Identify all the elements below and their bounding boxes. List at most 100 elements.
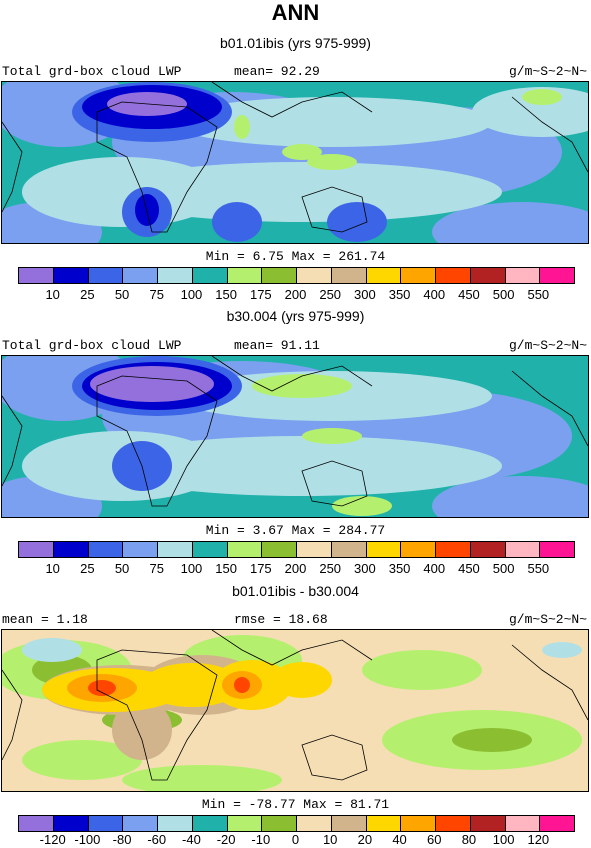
contour-region [522, 89, 562, 105]
panel3-colorbar-ticks: -120 -100 -80 -60 -40 -20 -10 0 10 20 40 60 80 100 120 [18, 832, 573, 848]
panel1-header: Total grd-box cloud LWP mean= 92.29 g/m~… [0, 64, 591, 80]
panel2-subtitle: b30.004 (yrs 975-999) [226, 308, 365, 324]
contour-region [22, 157, 222, 227]
colorbar-tick-label: 0 [291, 832, 300, 847]
contour-region [135, 194, 159, 226]
colorbar-swatch [262, 816, 297, 831]
colorbar-tick-label: 500 [492, 561, 515, 576]
colorbar-swatch [366, 816, 402, 831]
colorbar-tick-label: 10 [45, 287, 60, 302]
contour-field [2, 630, 588, 791]
panel2-units: g/m~S~2~N~ [508, 338, 587, 353]
colorbar-swatch [366, 268, 402, 283]
panel1-subtitle: b01.01ibis (yrs 975-999) [220, 35, 371, 51]
coastline [2, 669, 23, 761]
colorbar-swatch [123, 542, 158, 557]
colorbar-swatch [436, 542, 471, 557]
panel1-units: g/m~S~2~N~ [508, 64, 587, 79]
colorbar-swatch [505, 268, 541, 283]
colorbar-tick-label: 500 [492, 287, 515, 302]
coastline [301, 734, 368, 781]
panel1-colorbar-ticks: 10 25 50 75 100 150 175 200 250 300 350 400 450 500 55… [18, 287, 573, 303]
colorbar-tick-label: -80 [112, 832, 132, 847]
contour-region [172, 97, 492, 147]
colorbar-tick-label: 200 [284, 561, 307, 576]
colorbar-swatch [505, 816, 541, 831]
coastline [211, 630, 373, 666]
coastline [96, 649, 218, 781]
contour-region [252, 374, 352, 398]
coastline [2, 395, 23, 487]
coastline [96, 375, 218, 507]
panel1-mean: mean= 92.29 [234, 64, 320, 79]
contour-region [362, 650, 482, 690]
colorbar-tick-label: 450 [458, 287, 480, 302]
colorbar-swatch [192, 268, 228, 283]
panel1-map [1, 81, 589, 244]
coastline [511, 644, 588, 721]
contour-region [234, 677, 250, 693]
contour-region [452, 728, 532, 752]
coastline [301, 186, 368, 233]
colorbar-swatch [366, 542, 402, 557]
panel3-rmse: rmse = 18.68 [234, 612, 328, 627]
panel3-mean: mean = 1.18 [2, 612, 88, 627]
figure-title: ANN [271, 0, 320, 25]
contour-region [282, 144, 322, 160]
colorbar-swatch [331, 816, 367, 831]
panel1-minmax: Min = 6.75 Max = 261.74 [205, 249, 386, 264]
colorbar-tick-label: 450 [458, 561, 480, 576]
colorbar-swatch [158, 268, 193, 283]
contour-region [302, 428, 362, 444]
colorbar-swatch [331, 542, 367, 557]
colorbar-swatch [540, 268, 574, 283]
colorbar-tick-label: 175 [249, 561, 272, 576]
colorbar-tick-label: 400 [423, 561, 446, 576]
colorbar-swatch [123, 268, 158, 283]
colorbar-tick-label: 25 [80, 287, 95, 302]
contour-region [432, 202, 588, 243]
colorbar-swatch [297, 268, 332, 283]
panel3-colorbar [18, 815, 575, 832]
colorbar-swatch [297, 542, 332, 557]
contour-region [327, 202, 387, 242]
contour-region [272, 662, 332, 698]
colorbar-tick-label: 75 [149, 561, 164, 576]
coastline [211, 356, 373, 392]
colorbar-swatch [88, 816, 124, 831]
colorbar-tick-label: 250 [319, 287, 342, 302]
coastline [511, 370, 588, 447]
colorbar-swatch [53, 542, 89, 557]
colorbar-tick-label: 100 [180, 561, 203, 576]
contour-region [307, 154, 357, 170]
colorbar-tick-label: 50 [114, 287, 130, 302]
contour-region [332, 496, 392, 516]
panel3-subtitle: b01.01ibis - b30.004 [232, 583, 359, 599]
colorbar-swatch [401, 542, 436, 557]
coastline [511, 96, 588, 173]
colorbar-swatch [227, 268, 263, 283]
colorbar-swatch [88, 542, 124, 557]
panel3-units: g/m~S~2~N~ [508, 612, 587, 627]
colorbar-swatch [540, 542, 574, 557]
colorbar-tick-label: 120 [527, 832, 550, 847]
colorbar-tick-label: -120 [39, 832, 66, 847]
colorbar-swatch [505, 542, 541, 557]
colorbar-swatch [227, 816, 263, 831]
panel2-colorbar [18, 541, 575, 558]
colorbar-tick-label: 400 [423, 287, 446, 302]
colorbar-tick-label: 20 [357, 832, 373, 847]
coastline [211, 82, 373, 118]
colorbar-tick-label: 80 [461, 832, 477, 847]
contour-field [2, 82, 588, 243]
contour-region [122, 765, 282, 791]
panel1-variable-label: Total grd-box cloud LWP [2, 64, 182, 79]
colorbar-swatch [262, 542, 297, 557]
panel3-map [1, 629, 589, 792]
colorbar-swatch [436, 268, 471, 283]
coastline [301, 460, 368, 507]
colorbar-tick-label: -100 [74, 832, 101, 847]
panel2-map [1, 355, 589, 518]
panel2-colorbar-ticks: 10 25 50 75 100 150 175 200 250 300 350 400 450 500 55… [18, 561, 573, 577]
colorbar-swatch [540, 816, 574, 831]
